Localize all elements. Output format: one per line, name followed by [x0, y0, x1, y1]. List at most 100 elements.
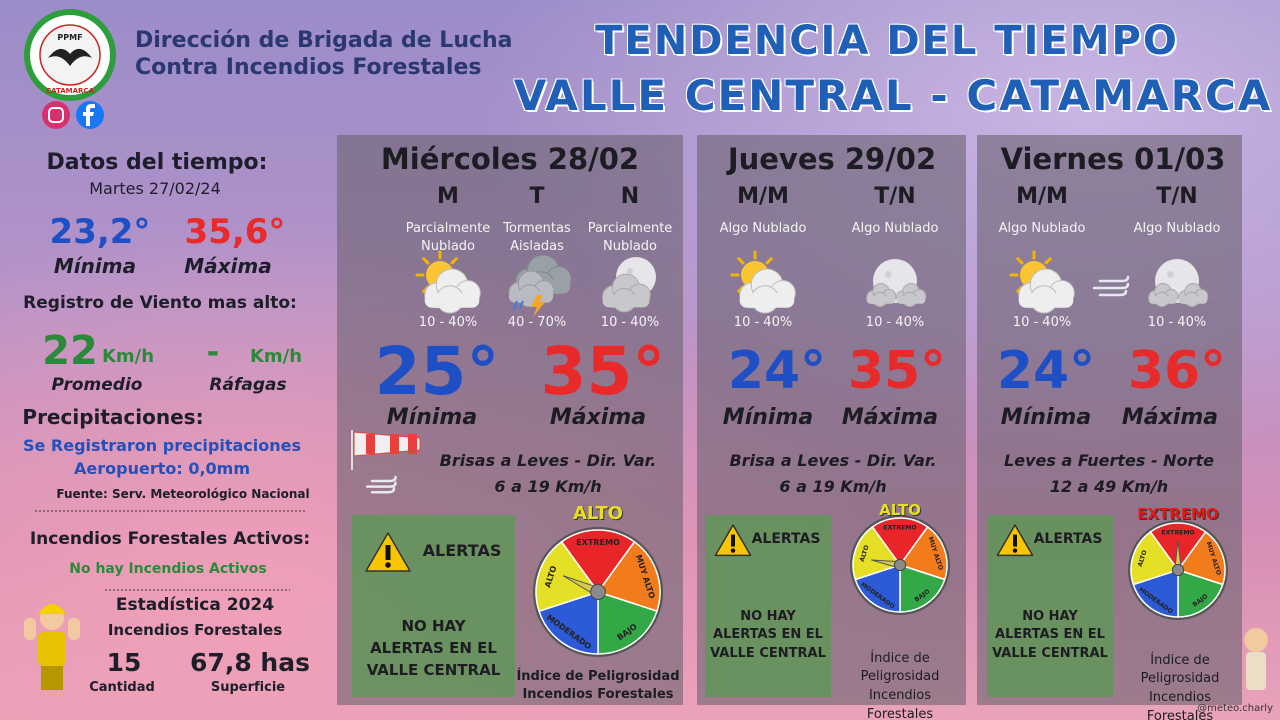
- sun-ray: [737, 257, 745, 265]
- period-prob: 10 - 40%: [733, 314, 793, 330]
- cloud: [1178, 282, 1209, 308]
- danger-caption: Índice de Peligrosidad Incendios Foresta…: [860, 650, 940, 720]
- period-label: T: [529, 184, 545, 210]
- temp-min: 24°: [727, 341, 827, 402]
- stats-subtitle: Incendios Forestales: [107, 621, 283, 640]
- period-label: T/N: [874, 184, 916, 210]
- windsock-stripe: [366, 434, 375, 454]
- temp-label: Máxima: [841, 405, 939, 431]
- cloud: [896, 282, 927, 308]
- wind-value: 22: [42, 328, 98, 374]
- gauge-segment: [871, 517, 929, 567]
- section-title: Registro de Viento mas alto:: [23, 293, 297, 314]
- warning-bar: [385, 545, 391, 560]
- windsock-stripe: [390, 434, 399, 454]
- temp-label: Máxima: [549, 405, 647, 431]
- title: TENDENCIA DEL TIEMPO: [595, 18, 1179, 64]
- moon-crater: [885, 271, 892, 278]
- warning-dot: [730, 548, 736, 553]
- warning-dot: [1012, 548, 1018, 553]
- cloud: [739, 268, 796, 314]
- alert-title: ALERTAS: [751, 530, 821, 547]
- cloud: [602, 273, 651, 313]
- wind-text: 6 a 19 Km/h: [779, 476, 887, 496]
- temp-max: 36°: [1127, 341, 1227, 402]
- cloud-base: [1018, 293, 1074, 308]
- cloud: [424, 268, 481, 314]
- org-name: Contra Incendios Forestales: [135, 55, 482, 81]
- moon-crater: [1167, 271, 1174, 278]
- gauge-segment: [535, 540, 600, 613]
- wind-line: [370, 486, 396, 494]
- instagram-icon: [42, 101, 70, 129]
- period-desc: Algo Nublado: [851, 221, 939, 237]
- lightning: [531, 295, 545, 317]
- temp-label: Mínima: [386, 405, 478, 431]
- figure-legs: [41, 666, 63, 690]
- wind-line: [370, 475, 397, 483]
- gauge-segment: [560, 529, 636, 594]
- temp-min: 25°: [374, 333, 500, 411]
- wind-line: [365, 481, 397, 488]
- period-prob: 10 - 40%: [1012, 314, 1072, 330]
- gauge-segment: [597, 590, 658, 655]
- alert-text: NO HAY ALERTAS EN EL VALLE CENTRAL: [992, 608, 1108, 662]
- danger-level: ALTO: [572, 502, 623, 524]
- instagram-glyph: [48, 107, 64, 123]
- period-desc: Algo Nublado: [719, 221, 807, 237]
- rain: [513, 300, 524, 310]
- cloud-base: [896, 296, 926, 304]
- gauge-segment: [1130, 530, 1180, 586]
- gauge-segment: [899, 563, 946, 613]
- gauge-segment: [596, 540, 661, 613]
- alert-text: NO HAY ALERTAS EN EL VALLE CENTRAL: [710, 608, 826, 662]
- sun-ray: [422, 257, 430, 265]
- org-name: Dirección de Brigada de Lucha: [135, 28, 513, 54]
- temp-max: 35°: [540, 333, 666, 411]
- alert-title: ALERTAS: [422, 540, 502, 560]
- wind-text: 6 a 19 Km/h: [494, 476, 602, 496]
- period-label: T/N: [1156, 184, 1198, 210]
- wind-line: [1098, 275, 1130, 283]
- section-title: Estadística 2024: [115, 595, 275, 616]
- period-prob: 10 - 40%: [1147, 314, 1207, 330]
- day-title: Jueves 29/02: [727, 142, 937, 177]
- gauge-segment: [1132, 568, 1179, 618]
- logo-bottom: CATAMARCA: [46, 87, 95, 95]
- mascot-head: [1244, 628, 1268, 652]
- cloud-base: [1178, 296, 1208, 304]
- wind-text: Leves a Fuertes - Norte: [1004, 450, 1214, 470]
- temp-label: Mínima: [1000, 405, 1092, 431]
- title: VALLE CENTRAL - CATAMARCA: [513, 70, 1273, 120]
- gauge-segment: [1177, 568, 1224, 618]
- period-label: N: [620, 184, 640, 210]
- danger-caption: Índice de Peligrosidad Incendios Foresta…: [1140, 652, 1220, 720]
- gauge-label: ALTO: [859, 544, 871, 562]
- danger-level: EXTREMO: [1137, 505, 1219, 524]
- wind-line: [1092, 282, 1130, 290]
- wind-text: Brisas a Leves - Dir. Var.: [439, 450, 657, 470]
- temp-label: Mínima: [53, 253, 137, 278]
- windsock-stripe: [408, 434, 417, 454]
- period-label: M: [437, 184, 459, 210]
- warning-bar: [1013, 534, 1017, 547]
- gauge-segment: [854, 563, 901, 613]
- sun-ray: [1044, 257, 1052, 265]
- mascot-body: [1246, 652, 1266, 690]
- temp-label: Mínima: [722, 405, 814, 431]
- period-label: M/M: [1016, 184, 1068, 210]
- moon-crater: [627, 268, 633, 274]
- warning-dot: [385, 562, 391, 568]
- period-desc: Algo Nublado: [998, 221, 1086, 237]
- credit: @meteo.charly: [1197, 703, 1273, 715]
- gauge-label: EXTREMO: [1161, 529, 1194, 536]
- cloud: [866, 282, 897, 308]
- logo-eagle: [48, 48, 92, 66]
- stat-label: Superficie: [210, 679, 286, 695]
- wind-label: Promedio: [51, 375, 143, 396]
- sun-ray: [1016, 257, 1024, 265]
- cloud-base: [508, 290, 554, 303]
- precip-text: Aeropuerto: 0,0mm: [74, 458, 250, 478]
